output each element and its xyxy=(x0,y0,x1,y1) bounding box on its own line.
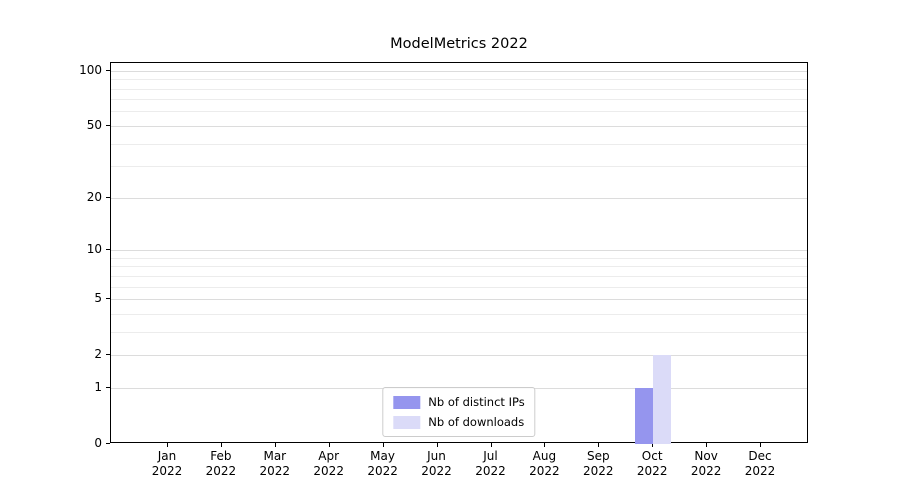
gridline-major xyxy=(111,70,807,72)
x-tick-label: Apr 2022 xyxy=(313,449,344,478)
y-tick-mark xyxy=(106,69,110,71)
y-tick-label: 20 xyxy=(86,189,102,204)
x-tick-label: Nov 2022 xyxy=(690,449,722,478)
y-tick-label: 1 xyxy=(94,379,102,394)
x-tick-label: Sep 2022 xyxy=(583,449,614,478)
y-tick-label: 100 xyxy=(79,62,102,77)
gridline-minor xyxy=(111,257,807,259)
x-tick-mark xyxy=(167,443,168,447)
gridline-minor xyxy=(111,331,807,333)
gridline-minor xyxy=(111,111,807,113)
gridline-minor xyxy=(111,143,807,145)
x-tick-mark xyxy=(382,443,384,447)
gridline-minor xyxy=(111,266,807,268)
x-tick-mark xyxy=(544,443,546,447)
chart-title: ModelMetrics 2022 xyxy=(390,36,528,52)
y-tick-mark xyxy=(106,196,110,198)
gridline-minor xyxy=(111,79,807,81)
x-tick-mark xyxy=(220,443,222,447)
bar-nb-of-distinct-ips xyxy=(635,387,654,444)
gridline-minor xyxy=(111,313,807,315)
gridline-major xyxy=(111,355,807,357)
gridline-minor xyxy=(111,286,807,288)
x-tick-mark xyxy=(652,443,654,447)
x-tick-label: Jan 2022 xyxy=(151,449,183,478)
gridline-major xyxy=(111,299,807,300)
x-tick-mark xyxy=(274,443,276,447)
x-tick-label: Jun 2022 xyxy=(421,449,452,478)
gridline-minor xyxy=(111,275,807,277)
gridline-minor xyxy=(111,99,807,101)
x-tick-mark xyxy=(706,443,708,447)
gridline-minor xyxy=(111,88,807,90)
gridline-major xyxy=(111,125,807,127)
x-tick-mark xyxy=(436,443,438,447)
x-tick-label: Feb 2022 xyxy=(205,449,237,478)
y-tick-label: 5 xyxy=(94,291,102,305)
y-tick-mark xyxy=(106,298,110,299)
gridline-minor xyxy=(111,166,807,168)
legend: Nb of distinct IPs Nb of downloads xyxy=(382,387,536,437)
y-tick-mark xyxy=(106,386,110,388)
x-tick-mark xyxy=(760,443,761,447)
y-tick-label: 50 xyxy=(86,117,102,132)
legend-item: Nb of distinct IPs xyxy=(393,395,525,409)
x-tick-mark xyxy=(328,443,330,447)
plot-area xyxy=(110,62,808,444)
x-tick-label: Oct 2022 xyxy=(636,449,668,478)
legend-label: Nb of distinct IPs xyxy=(428,395,525,409)
x-tick-label: Jul 2022 xyxy=(475,449,506,478)
x-tick-mark xyxy=(490,443,492,447)
legend-swatch xyxy=(393,395,421,409)
legend-label: Nb of downloads xyxy=(428,415,525,429)
y-tick-label: 2 xyxy=(94,347,102,362)
y-tick-mark xyxy=(106,354,110,356)
y-tick-mark xyxy=(106,249,110,250)
x-tick-label: May 2022 xyxy=(367,449,398,478)
x-tick-label: Dec 2022 xyxy=(744,449,776,478)
y-tick-mark xyxy=(106,443,110,444)
legend-item: Nb of downloads xyxy=(393,415,524,429)
y-tick-label: 10 xyxy=(86,242,102,256)
gridline-major xyxy=(111,250,807,251)
y-tick-mark xyxy=(106,124,110,126)
y-tick-label: 0 xyxy=(94,436,102,450)
x-tick-label: Aug 2022 xyxy=(529,449,560,478)
gridline-major xyxy=(111,197,807,199)
x-tick-label: Mar 2022 xyxy=(259,449,291,478)
legend-swatch xyxy=(393,415,421,429)
bar-nb-of-downloads xyxy=(653,355,672,444)
x-tick-mark xyxy=(598,443,600,447)
